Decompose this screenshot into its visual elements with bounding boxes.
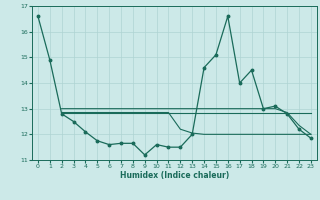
X-axis label: Humidex (Indice chaleur): Humidex (Indice chaleur) [120,171,229,180]
